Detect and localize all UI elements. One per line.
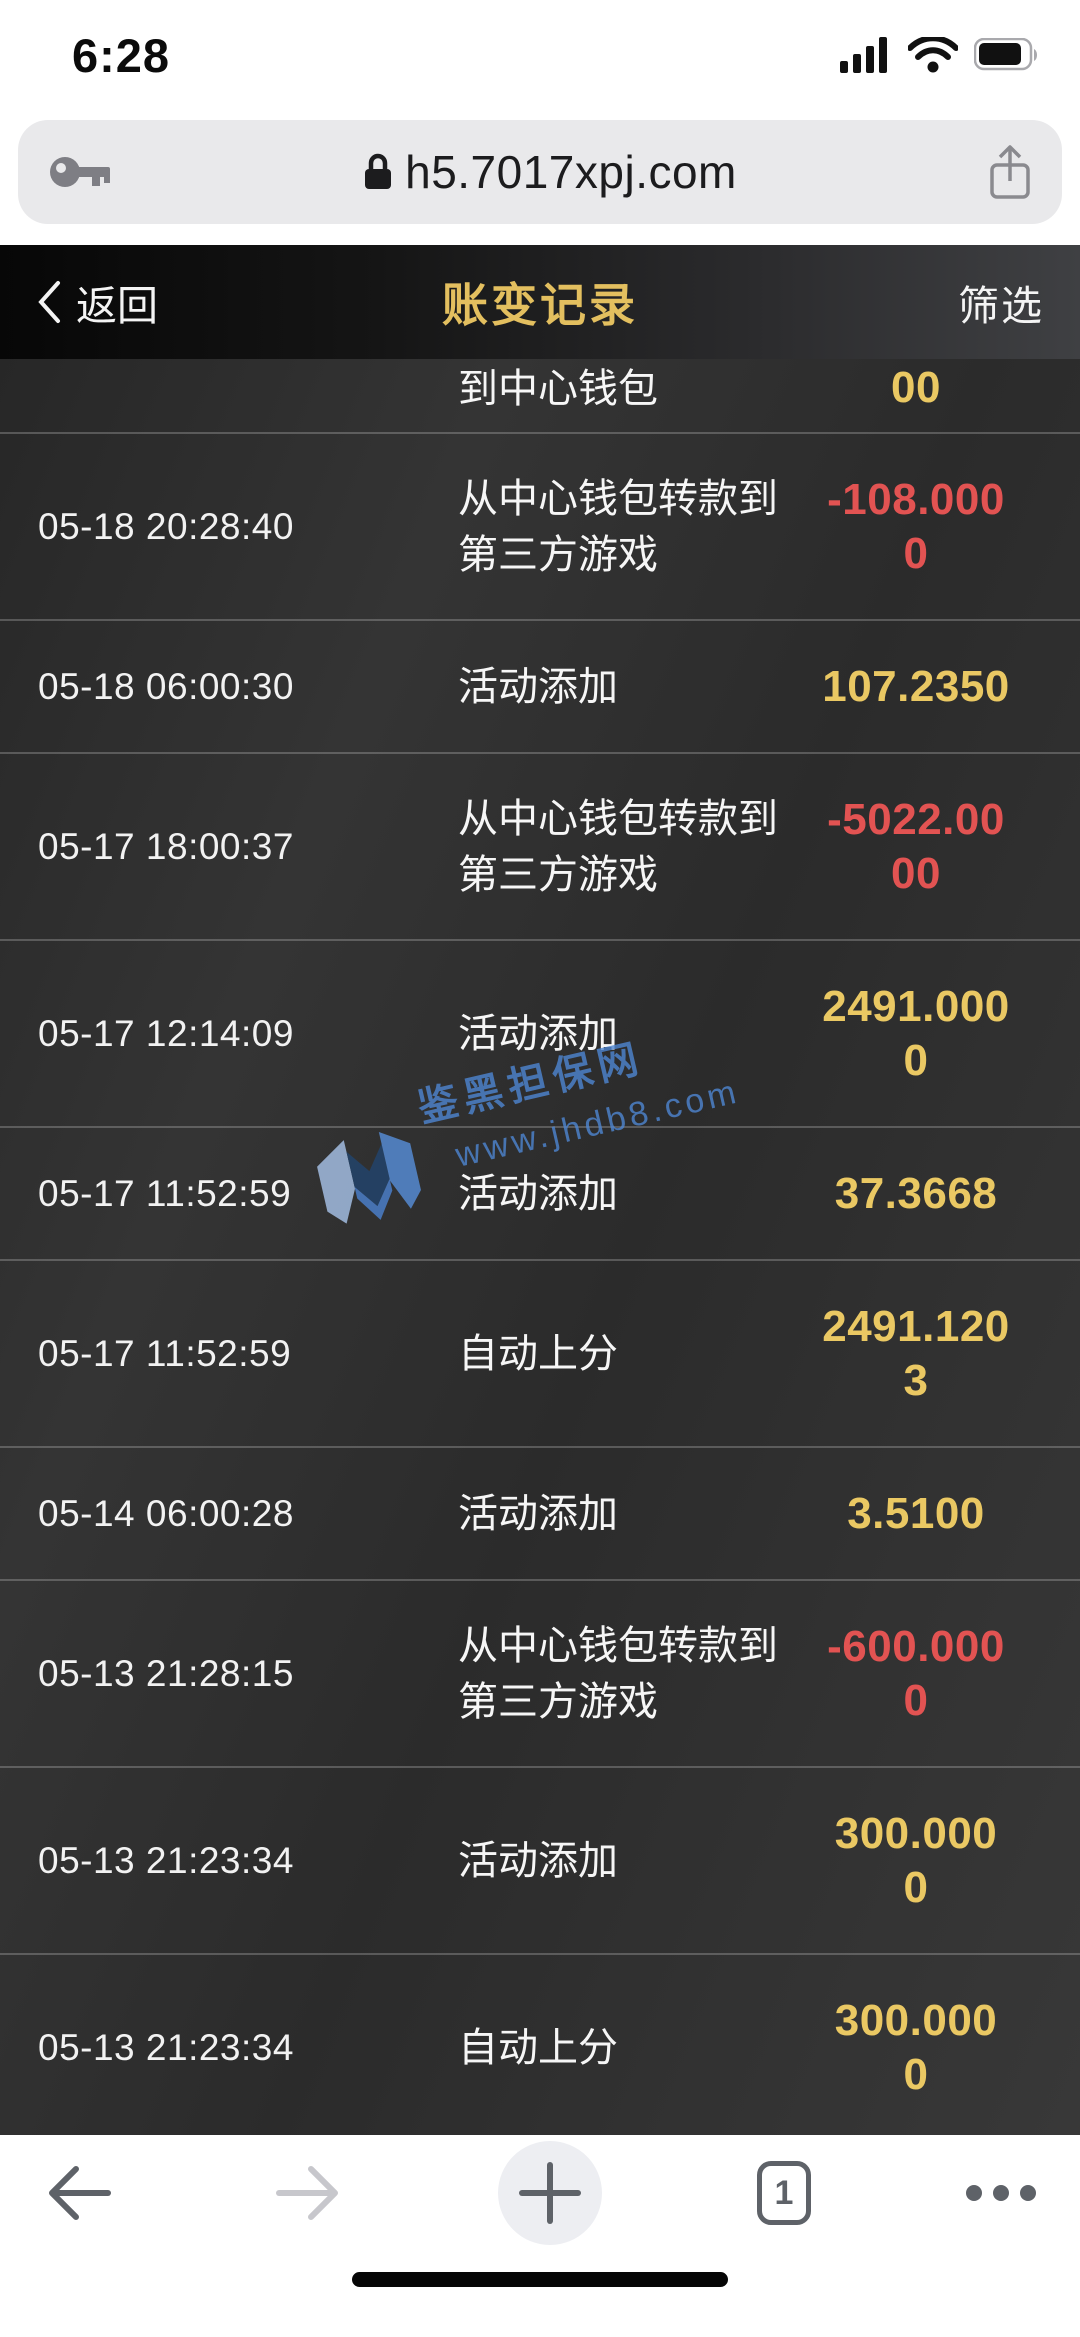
txn-amount: -5022.00 00 <box>827 794 1005 898</box>
txn-time: 05-13 21:23:34 <box>38 1839 294 1881</box>
status-icons <box>840 37 1040 73</box>
transaction-row: 05-17 11:52:59 自动上分 2491.120 3 <box>0 1261 1080 1448</box>
txn-description: 自动上分 <box>458 2025 618 2070</box>
transaction-row: 05-13 21:28:15 从中心钱包转款到第三方游戏 -600.000 0 <box>0 1581 1080 1768</box>
transaction-row: 05-18 06:00:30 活动添加 107.2350 <box>0 621 1080 754</box>
back-arrow-icon <box>49 2166 111 2220</box>
share-icon[interactable] <box>988 143 1032 201</box>
txn-amount: 37.3668 <box>834 1168 998 1218</box>
txn-time: 05-17 12:14:09 <box>38 1012 294 1054</box>
back-button[interactable]: 返回 <box>36 272 158 332</box>
txn-amount: 2491.120 3 <box>822 1301 1010 1405</box>
txn-amount: 300.000 0 <box>834 1808 998 1912</box>
app-header: 返回 账变记录 筛选 <box>0 245 1080 359</box>
cellular-icon <box>840 37 887 73</box>
url-text: h5.7017xpj.com <box>405 146 737 198</box>
key-icon[interactable] <box>48 144 112 200</box>
txn-description: 自动上分 <box>458 1331 618 1376</box>
transaction-row: 05-14 06:00:28 活动添加 3.5100 <box>0 1448 1080 1581</box>
lock-icon <box>365 153 392 189</box>
txn-time: 05-13 21:28:15 <box>38 1652 294 1694</box>
txn-description: 从中心钱包转款到第三方游戏 <box>458 1623 778 1724</box>
browser-url-bar: h5.7017xpj.com <box>0 100 1080 245</box>
chevron-left-icon <box>38 281 60 323</box>
transaction-list[interactable]: 到中心钱包 00 05-18 20:28:40 从中心钱包转款到第三方游戏 -108… <box>0 359 1080 2135</box>
txn-description: 活动添加 <box>458 664 618 709</box>
back-label: 返回 <box>76 283 158 329</box>
txn-description: 活动添加 <box>458 1011 618 1056</box>
txn-description: 活动添加 <box>458 1838 618 1883</box>
transaction-row: 05-13 21:23:34 自动上分 300.000 0 <box>0 1955 1080 2135</box>
transaction-row-partial: 到中心钱包 00 <box>0 359 1080 434</box>
txn-amount: -600.000 0 <box>827 1621 1005 1725</box>
txn-time: 05-17 18:00:37 <box>38 825 294 867</box>
browser-toolbar: 1 <box>0 2135 1080 2337</box>
more-options-button[interactable] <box>966 2185 1036 2201</box>
address-field[interactable]: h5.7017xpj.com <box>18 120 1062 224</box>
transaction-row: 05-17 11:52:59 活动添加 37.3668 <box>0 1128 1080 1261</box>
txn-description-tail: 到中心钱包 <box>458 367 658 411</box>
txn-time: 05-14 06:00:28 <box>38 1492 294 1534</box>
wifi-icon <box>908 37 958 73</box>
filter-button[interactable]: 筛选 <box>958 283 1044 329</box>
txn-amount: 300.000 0 <box>834 1995 998 2099</box>
home-indicator[interactable] <box>352 2272 728 2287</box>
txn-time: 05-18 06:00:30 <box>38 665 294 707</box>
dot-icon <box>1020 2185 1036 2201</box>
tabs-button[interactable]: 1 <box>757 2161 811 2225</box>
dot-icon <box>993 2185 1009 2201</box>
txn-description: 活动添加 <box>458 1491 618 1536</box>
tab-count: 1 <box>774 2173 794 2212</box>
txn-description: 从中心钱包转款到第三方游戏 <box>458 796 778 897</box>
txn-time: 05-17 11:52:59 <box>38 1172 292 1214</box>
transaction-row: 05-17 18:00:37 从中心钱包转款到第三方游戏 -5022.00 00 <box>0 754 1080 941</box>
url-center: h5.7017xpj.com <box>112 145 988 199</box>
txn-description: 从中心钱包转款到第三方游戏 <box>458 476 778 577</box>
txn-description: 活动添加 <box>458 1171 618 1216</box>
clock: 6:28 <box>72 28 171 82</box>
dot-icon <box>966 2185 982 2201</box>
txn-amount-tail: 00 <box>891 363 941 412</box>
transaction-row: 05-13 21:23:34 活动添加 300.000 0 <box>0 1768 1080 1955</box>
browser-forward-button[interactable] <box>271 2159 343 2227</box>
txn-amount: 3.5100 <box>847 1488 985 1538</box>
txn-time: 05-17 11:52:59 <box>38 1332 292 1374</box>
battery-icon <box>974 38 1037 71</box>
txn-time: 05-18 20:28:40 <box>38 505 294 547</box>
txn-amount: -108.000 0 <box>827 474 1005 578</box>
txn-amount: 107.2350 <box>822 661 1010 711</box>
transaction-row: 05-17 12:14:09 活动添加 2491.000 0 <box>0 941 1080 1128</box>
plus-icon <box>519 2162 581 2224</box>
browser-back-button[interactable] <box>44 2159 116 2227</box>
transaction-row: 05-18 20:28:40 从中心钱包转款到第三方游戏 -108.000 0 <box>0 434 1080 621</box>
forward-arrow-icon <box>276 2166 338 2220</box>
txn-amount: 2491.000 0 <box>822 981 1010 1085</box>
txn-time: 05-13 21:23:34 <box>38 2026 294 2068</box>
new-tab-button[interactable] <box>498 2141 602 2245</box>
status-bar: 6:28 <box>0 0 1080 100</box>
page-title: 账变记录 <box>442 279 638 331</box>
